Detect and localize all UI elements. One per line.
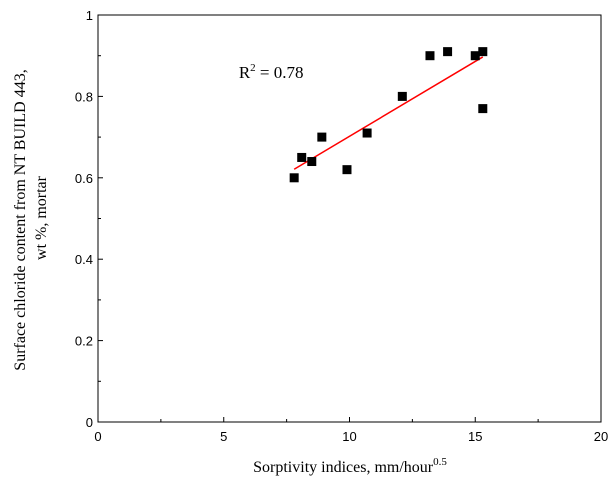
data-point [478, 47, 488, 57]
r-squared-sup: 2 [250, 62, 256, 74]
x-tick-label: 5 [220, 429, 227, 444]
r-squared-annotation: R2 = 0.78 [239, 62, 304, 82]
y-tick-label: 0.8 [75, 89, 93, 104]
x-tick-label: 0 [94, 429, 101, 444]
data-point [443, 47, 453, 57]
x-tick-label: 15 [468, 429, 482, 444]
x-tick-label: 20 [594, 429, 608, 444]
data-point [362, 128, 372, 138]
x-tick-label: 10 [342, 429, 356, 444]
data-point [342, 165, 352, 175]
data-point [289, 173, 299, 183]
data-point [317, 132, 327, 142]
data-point [297, 152, 307, 162]
data-point [307, 157, 317, 167]
plot-frame [97, 14, 602, 423]
x-axis-title: Sorptivity indices, mm/hour0.5 [253, 456, 447, 476]
y-tick-label: 0.6 [75, 171, 93, 186]
x-axis-label: Sorptivity indices, mm/hour [253, 459, 434, 476]
trend-line [293, 56, 484, 170]
y-axis-title: Surface chloride content from NT BUILD 4… [12, 65, 50, 370]
data-points [289, 47, 488, 183]
y-tick-label: 0.2 [75, 334, 93, 349]
data-point [470, 51, 480, 61]
y-axis-label-line1: Surface chloride content from NT BUILD 4… [12, 69, 29, 370]
data-point [397, 91, 407, 101]
y-axis-label-line2: wt %, mortar [33, 175, 50, 260]
axis-ticks: 0 5 10 15 20 0 0.2 0.4 0.6 0.8 1 [75, 8, 608, 444]
r-squared-value: = 0.78 [256, 63, 304, 82]
y-tick-label: 0 [86, 415, 93, 430]
x-axis-label-exponent: 0.5 [433, 456, 447, 468]
y-tick-label: 1 [86, 8, 93, 23]
data-point [425, 51, 435, 61]
r-squared-base: R [239, 63, 251, 82]
data-point [478, 104, 488, 114]
trend-line-group [293, 56, 484, 170]
y-tick-label: 0.4 [75, 252, 93, 267]
